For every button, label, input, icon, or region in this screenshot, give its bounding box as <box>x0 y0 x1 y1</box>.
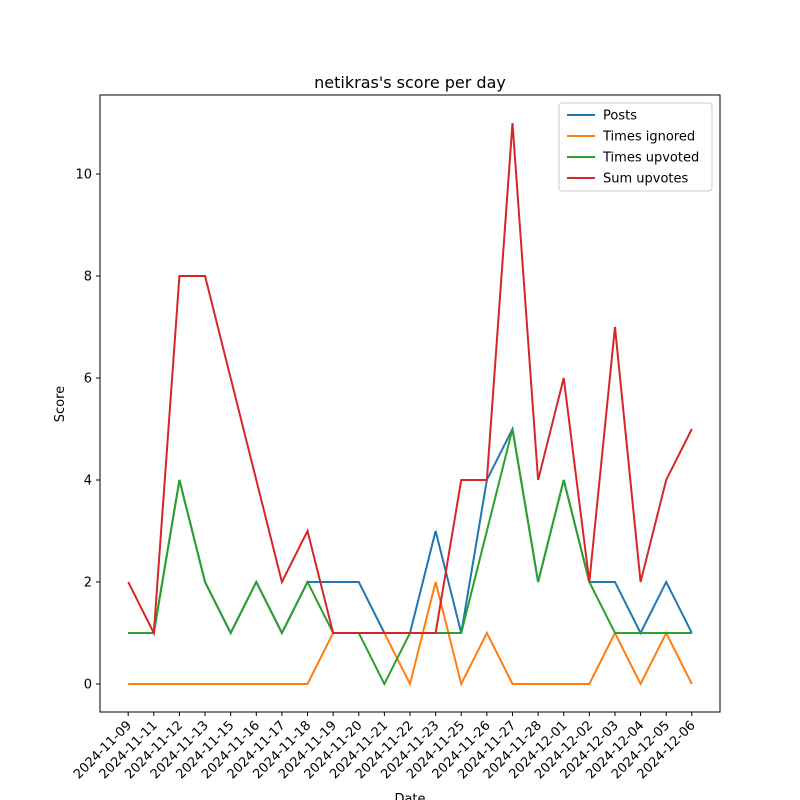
y-tick-label: 6 <box>84 372 92 387</box>
legend-label: Posts <box>603 109 637 124</box>
plot-frame <box>99 94 721 713</box>
line <box>127 122 693 637</box>
legend-label: Times upvoted <box>602 151 699 166</box>
y-axis-label: Score <box>53 386 68 422</box>
legend-label: Times ignored <box>602 130 695 145</box>
y-tick-label: 0 <box>84 677 92 692</box>
legend-label: Sum upvotes <box>603 172 689 187</box>
line <box>128 428 692 687</box>
y-tick-label: 2 <box>84 575 92 590</box>
x-axis-label: Date <box>394 792 425 800</box>
legend-box <box>558 102 713 192</box>
chart-title: netikras's score per day <box>314 73 506 92</box>
line <box>128 425 693 636</box>
y-tick-label: 8 <box>84 270 92 285</box>
y-tick-label: 4 <box>84 473 92 488</box>
line <box>128 581 693 687</box>
y-tick-label: 10 <box>75 168 92 183</box>
